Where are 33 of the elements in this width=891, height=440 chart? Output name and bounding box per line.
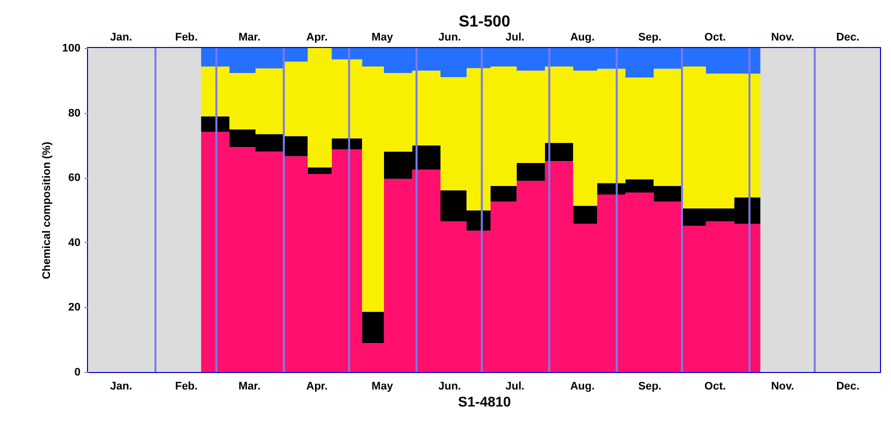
x-tick-label: Apr. <box>306 32 328 44</box>
x-tick-label: Jan. <box>110 32 132 44</box>
x-axis-title: S1-4810 <box>458 394 512 410</box>
x2-tick-label: Feb. <box>175 380 198 392</box>
x2-tick-label: Aug. <box>570 380 595 392</box>
x-tick-label: Jul. <box>505 32 524 44</box>
x2-tick-label: Jan. <box>110 380 132 392</box>
y-tick-label: 100 <box>62 42 80 54</box>
x2-tick-label: Dec. <box>836 380 860 392</box>
y-axis-title: Chemical composition (%) <box>41 141 54 280</box>
x2-tick-label: Jul. <box>505 380 524 392</box>
x-tick-label: Oct. <box>704 32 726 44</box>
x2-tick-label: Apr. <box>306 380 328 392</box>
x2-tick-label: Jun. <box>438 380 461 392</box>
x-tick-label: Dec. <box>836 32 860 44</box>
x-tick-label: Feb. <box>175 32 198 44</box>
x-tick-label: Aug. <box>570 32 595 44</box>
y-tick-label: 80 <box>68 107 80 120</box>
x-tick-label: May <box>372 32 394 44</box>
x2-axis-title: S1-500 <box>458 14 510 30</box>
x-tick-label: Mar. <box>238 32 261 44</box>
x2-tick-label: May <box>372 380 394 392</box>
x2-tick-label: Sep. <box>638 380 662 392</box>
y-tick-label: 60 <box>68 172 80 184</box>
x-tick-label: Nov. <box>771 32 794 44</box>
x2-tick-label: Nov. <box>771 380 794 392</box>
x2-tick-label: Oct. <box>704 380 726 392</box>
y-tick-label: 0 <box>74 366 80 378</box>
y-tick-label: 40 <box>68 236 80 249</box>
y-tick-label: 20 <box>68 302 80 314</box>
x-tick-label: Jun. <box>438 32 461 44</box>
x2-tick-label: Mar. <box>238 380 261 392</box>
x-tick-label: Sep. <box>638 32 662 44</box>
